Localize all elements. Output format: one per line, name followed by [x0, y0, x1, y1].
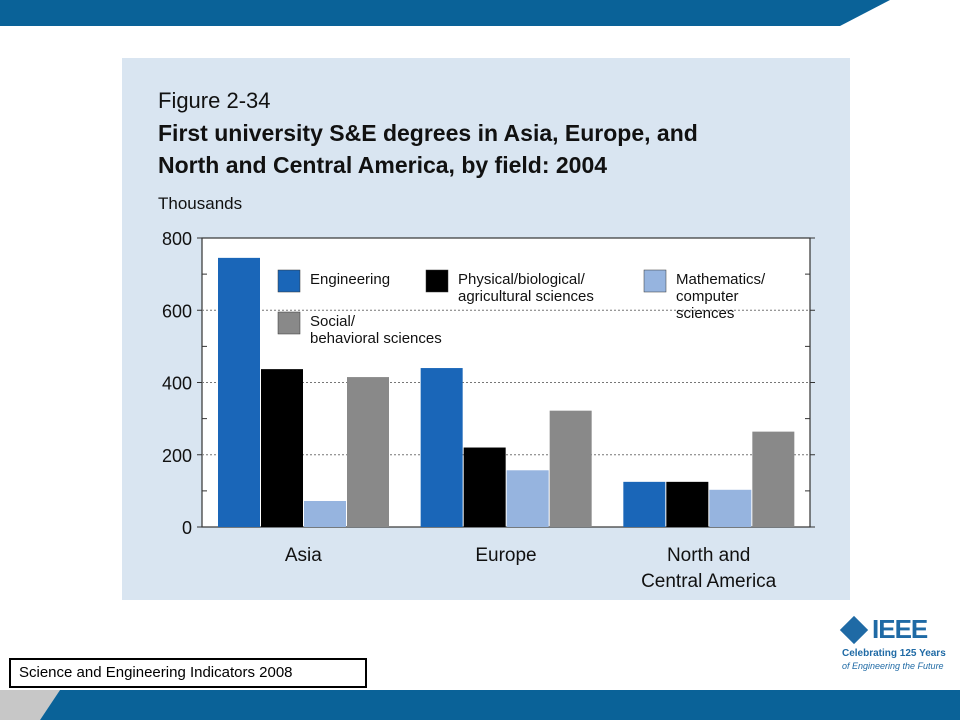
- legend-label: sciences: [676, 305, 734, 322]
- bar: [420, 368, 463, 527]
- x-category-label: Central America: [641, 571, 777, 592]
- legend-label: behavioral sciences: [310, 330, 442, 347]
- bar: [506, 470, 549, 527]
- legend-swatch: [643, 269, 667, 293]
- chart-title-line-1: First university S&E degrees in Asia, Eu…: [158, 120, 698, 146]
- bar: [549, 410, 592, 527]
- legend-label: Mathematics/: [676, 271, 766, 288]
- legend-label: computer: [676, 288, 739, 305]
- legend-swatch: [425, 269, 449, 293]
- bar-chart: 0 200 400 600 800 Asia Europe North and Central …: [162, 229, 815, 592]
- y-tick-label: 400: [162, 374, 192, 394]
- bar: [623, 481, 666, 527]
- bar: [304, 500, 346, 527]
- ieee-tagline-line-1: Celebrating 125 Years: [842, 648, 946, 659]
- y-tick-label: 0: [182, 518, 192, 538]
- legend-swatch: [277, 311, 301, 335]
- ieee-logo: IEEE Celebrating 125 Years of Engineerin…: [838, 612, 948, 674]
- bar: [666, 481, 709, 527]
- x-category-label: Asia: [285, 545, 322, 566]
- bar: [218, 257, 260, 527]
- chart-title-line-2: North and Central America, by field: 200…: [158, 152, 608, 178]
- y-tick-label: 800: [162, 229, 192, 249]
- figure-number: Figure 2-34: [158, 88, 271, 113]
- bar: [752, 431, 795, 527]
- bar: [463, 447, 506, 527]
- bar: [347, 377, 389, 527]
- chart-panel: Figure 2-34 First university S&E degrees…: [122, 58, 850, 600]
- bottom-banner-bar: [0, 690, 960, 720]
- top-banner-bar: [0, 0, 890, 26]
- bar: [261, 369, 303, 527]
- bar: [709, 489, 752, 527]
- y-tick-label: 200: [162, 446, 192, 466]
- legend-swatch: [277, 269, 301, 293]
- legend-label: Engineering: [310, 271, 390, 288]
- y-axis-unit-label: Thousands: [158, 194, 243, 213]
- x-category-label: Europe: [475, 545, 536, 566]
- source-caption: Science and Engineering Indicators 2008: [9, 658, 367, 688]
- y-tick-label: 600: [162, 301, 192, 321]
- legend-label: Social/: [310, 313, 356, 330]
- legend-label: agricultural sciences: [458, 288, 594, 305]
- ieee-tagline-line-2: of Engineering the Future: [842, 661, 944, 671]
- x-category-label: North and: [667, 545, 750, 566]
- ieee-diamond-logo-icon: [839, 615, 869, 645]
- ieee-wordmark: IEEE: [872, 614, 928, 644]
- legend-label: Physical/biological/: [458, 271, 586, 288]
